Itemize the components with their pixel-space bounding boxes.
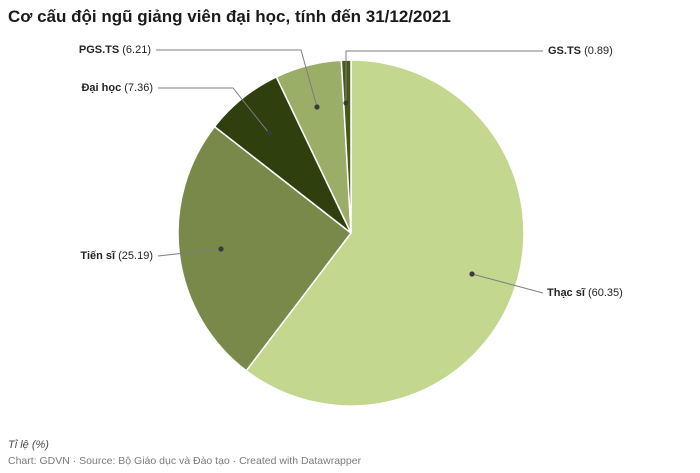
leader-dot-4	[343, 100, 349, 106]
slice-name: Tiến sĩ	[80, 250, 116, 262]
leader-dot-1	[218, 246, 224, 252]
slice-name: PGS.TS	[78, 44, 120, 56]
leader-dot-0	[469, 271, 475, 277]
leader-line-3	[156, 49, 318, 108]
slice-label-0: Thạc sĩ (60.35)	[547, 285, 623, 301]
leader-dot-2	[266, 130, 272, 136]
axis-unit-note: Tỉ lệ (%)	[8, 439, 49, 451]
leader-line-4	[345, 50, 543, 103]
slice-value: (60.35)	[584, 287, 623, 299]
pie-slice-0	[245, 59, 525, 407]
slice-name: Đại học	[81, 82, 122, 94]
chart-title: Cơ cấu đội ngũ giảng viên đại học, tính …	[8, 7, 451, 26]
slice-name: GS.TS	[548, 45, 582, 57]
slice-value: (7.36)	[121, 82, 153, 94]
pie-slice-1	[177, 125, 352, 372]
leader-line-1	[157, 248, 222, 257]
slice-value: (25.19)	[115, 250, 153, 262]
slice-label-3: PGS.TS (6.21)	[79, 42, 151, 58]
leader-line-2	[158, 87, 270, 134]
slice-value: (0.89)	[581, 45, 613, 57]
leader-dot-3	[314, 104, 320, 110]
pie-chart	[156, 49, 544, 407]
slice-label-2: Đại học (7.36)	[81, 80, 153, 96]
slice-value: (6.21)	[119, 44, 151, 56]
credit-line: Chart: GDVN · Source: Bộ Giáo dục và Đào…	[8, 455, 362, 467]
leader-line-0	[471, 273, 544, 294]
slice-label-4: GS.TS (0.89)	[548, 43, 613, 59]
slice-label-1: Tiến sĩ (25.19)	[80, 248, 153, 264]
slice-name: Thạc sĩ	[547, 287, 585, 299]
